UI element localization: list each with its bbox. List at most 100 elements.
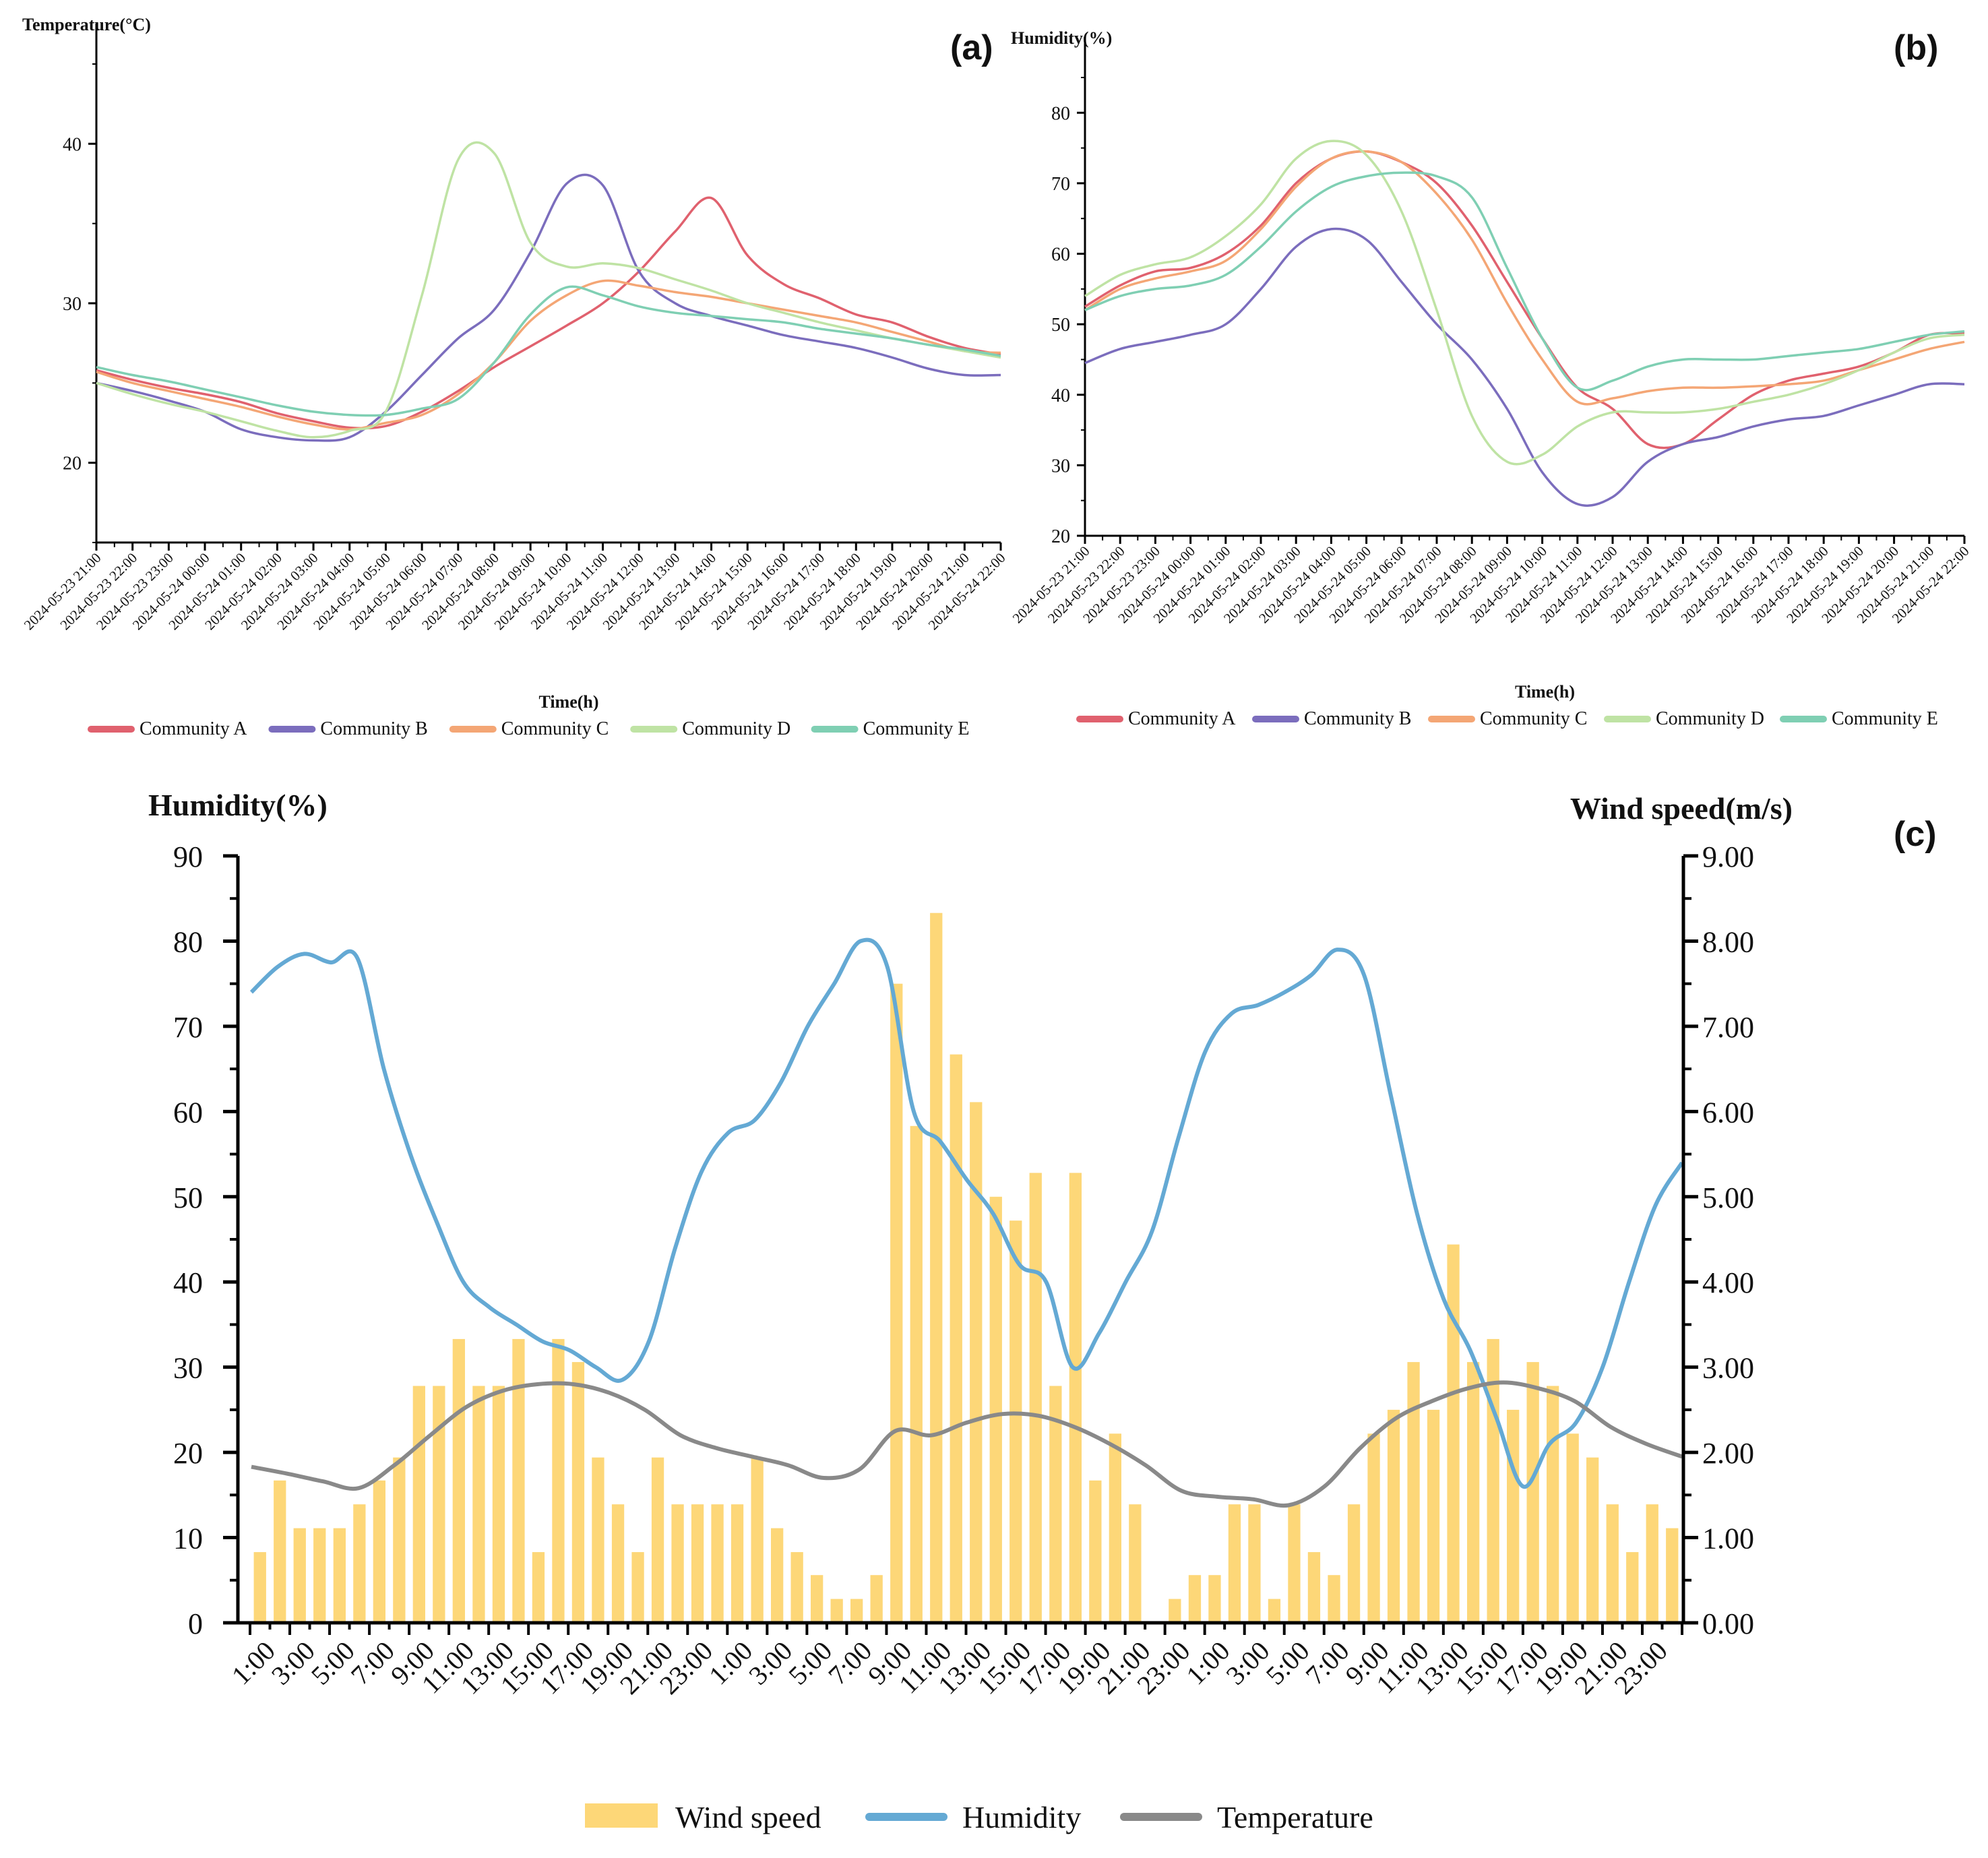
panel-b-humidity-chart: (b) Humidity(%)203040506070802024-05-23 … xyxy=(1009,28,1973,729)
legend-label: Community D xyxy=(1656,708,1764,729)
wind-speed-bar xyxy=(571,1362,585,1623)
left-y-tick-label: 50 xyxy=(173,1181,203,1214)
legend-swatch-wind-speed[interactable] xyxy=(585,1803,658,1828)
legend-label: Community B xyxy=(320,718,427,739)
wind-speed-bar xyxy=(1069,1173,1082,1623)
y-tick-label: 60 xyxy=(1051,245,1070,266)
wind-speed-bar xyxy=(1328,1575,1340,1623)
wind-speed-bar xyxy=(293,1528,306,1623)
wind-speed-bar xyxy=(1586,1457,1599,1623)
wind-speed-bar xyxy=(970,1102,983,1623)
wind-speed-bar xyxy=(353,1504,366,1623)
x-axis-title: Time(h) xyxy=(1515,682,1575,702)
left-y-tick-label: 80 xyxy=(173,925,203,958)
wind-speed-bar xyxy=(1208,1575,1221,1623)
wind-speed-bar xyxy=(253,1552,266,1623)
wind-speed-bar xyxy=(393,1457,406,1623)
wind-speed-bar xyxy=(472,1386,485,1623)
wind-speed-bar xyxy=(1347,1504,1361,1623)
left-y-tick-label: 60 xyxy=(173,1096,203,1129)
wind-speed-bar xyxy=(1169,1599,1181,1623)
y-axis-title: Temperature(°C) xyxy=(22,15,151,34)
wind-speed-bar xyxy=(1307,1552,1321,1623)
wind-speed-bar xyxy=(910,1125,923,1623)
wind-speed-bar xyxy=(373,1480,385,1623)
wind-speed-bar xyxy=(412,1386,425,1623)
y-tick-label: 20 xyxy=(63,454,82,474)
wind-speed-bar xyxy=(1228,1504,1241,1623)
legend-label: Community A xyxy=(1128,708,1236,729)
wind-speed-bar xyxy=(930,912,943,1623)
wind-speed-bar xyxy=(592,1457,604,1623)
left-y-tick-label: 0 xyxy=(188,1607,203,1640)
wind-speed-bar xyxy=(950,1054,962,1623)
left-y-tick-label: 40 xyxy=(173,1266,203,1299)
wind-speed-bar xyxy=(1129,1504,1142,1623)
right-y-tick-label: 5.00 xyxy=(1702,1181,1754,1214)
wind-speed-bar xyxy=(552,1338,565,1623)
wind-speed-bar xyxy=(651,1457,664,1623)
legend-label: Community C xyxy=(501,718,609,739)
series-line-community-b xyxy=(96,173,1001,442)
wind-speed-bar xyxy=(1029,1173,1042,1623)
wind-speed-bar xyxy=(1109,1433,1121,1623)
wind-speed-bar xyxy=(811,1575,824,1623)
wind-speed-bar xyxy=(1547,1386,1559,1623)
legend-label-temperature: Temperature xyxy=(1217,1800,1373,1834)
wind-speed-bar xyxy=(711,1504,724,1623)
series-line-community-b xyxy=(1084,227,1965,507)
right-y-tick-label: 3.00 xyxy=(1702,1352,1754,1385)
wind-speed-bar xyxy=(1009,1220,1022,1623)
wind-speed-bar xyxy=(532,1552,545,1623)
temperature-line xyxy=(251,1380,1683,1508)
wind-speed-bar xyxy=(492,1386,505,1623)
right-y-tick-label: 7.00 xyxy=(1702,1011,1754,1044)
right-y-tick-label: 1.00 xyxy=(1702,1522,1754,1555)
wind-speed-bar xyxy=(1566,1433,1579,1623)
wind-speed-bar xyxy=(1487,1338,1499,1623)
panel-b-label: (b) xyxy=(1894,28,1938,67)
wind-speed-bar xyxy=(433,1386,445,1623)
wind-speed-bar xyxy=(890,983,903,1623)
legend-label: Community E xyxy=(1832,708,1938,729)
wind-speed-bar xyxy=(1268,1599,1281,1623)
wind-speed-bar xyxy=(1188,1575,1202,1623)
wind-speed-bar xyxy=(1526,1362,1539,1623)
wind-speed-bar xyxy=(1626,1552,1639,1623)
series-line-community-c xyxy=(1084,150,1965,406)
wind-speed-bar xyxy=(1427,1409,1440,1623)
panel-a-label: (a) xyxy=(950,28,993,67)
legend-label: Community B xyxy=(1304,708,1411,729)
wind-speed-bar xyxy=(611,1504,625,1623)
wind-speed-bar xyxy=(870,1575,883,1623)
y-tick-label: 40 xyxy=(63,134,82,155)
x-axis-title: Time(h) xyxy=(538,692,598,712)
wind-speed-bar xyxy=(333,1528,346,1623)
wind-speed-bar xyxy=(452,1338,465,1623)
y-axis-title: Humidity(%) xyxy=(1011,28,1112,48)
left-y-tick-label: 20 xyxy=(173,1437,203,1470)
left-y-tick-label: 10 xyxy=(173,1522,203,1555)
right-y-tick-label: 4.00 xyxy=(1702,1266,1754,1299)
y-tick-label: 50 xyxy=(1051,315,1070,336)
wind-speed-bar xyxy=(1467,1362,1480,1623)
wind-speed-bar xyxy=(771,1528,784,1623)
panel-c-weather-chart: (c) Humidity(%) Wind speed(m/s) 0 10 20 30 40 5… xyxy=(148,788,1937,1834)
wind-speed-bar xyxy=(1407,1362,1420,1623)
wind-speed-bar xyxy=(313,1528,326,1623)
wind-speed-bar xyxy=(1606,1504,1619,1623)
wind-speed-bar xyxy=(731,1504,744,1623)
y-tick-label: 40 xyxy=(1051,385,1070,406)
y-tick-label: 30 xyxy=(63,294,82,315)
wind-speed-bar xyxy=(1666,1528,1679,1623)
wind-speed-bar xyxy=(1646,1504,1658,1623)
wind-speed-bar xyxy=(1367,1433,1380,1623)
wind-speed-bar xyxy=(1507,1409,1520,1623)
wind-speed-bar xyxy=(512,1338,525,1623)
series-line-community-e xyxy=(96,285,1001,417)
series-line-community-d xyxy=(96,141,1001,439)
legend-label: Community D xyxy=(682,718,790,739)
legend-label: Community C xyxy=(1480,708,1587,729)
wind-speed-bar xyxy=(989,1196,1002,1623)
